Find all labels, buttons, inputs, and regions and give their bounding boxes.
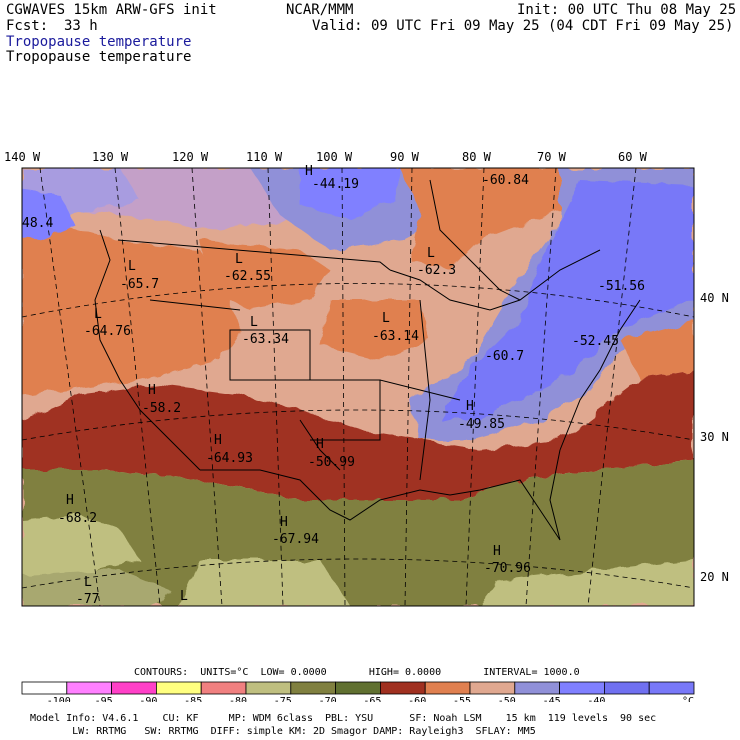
map-symbol-high: H xyxy=(214,433,222,448)
lat-label-20n: 20 N xyxy=(700,570,729,584)
lon-label-80w: 80 W xyxy=(462,150,491,164)
colorbar-tick-label: -40 xyxy=(587,696,605,702)
field-title-contour: Tropopause temperature xyxy=(6,49,192,65)
map-symbol-low: L xyxy=(94,307,102,322)
map-symbol-high: H xyxy=(280,515,288,530)
map-symbol-low: L xyxy=(84,575,92,590)
colorbar-tick-label: -90 xyxy=(139,696,157,702)
map-value: -44.19 xyxy=(312,177,359,192)
map-value: -62.55 xyxy=(224,269,271,284)
lon-label-100w: 100 W xyxy=(316,150,353,164)
colorbar-tick-label: -55 xyxy=(453,696,471,702)
colorbar-tick-label: -100 xyxy=(47,696,71,702)
map-symbol-high: H xyxy=(466,399,474,414)
lon-label-120w: 120 W xyxy=(172,150,209,164)
map-symbol-high: H xyxy=(493,544,501,559)
map-value: -67.94 xyxy=(272,532,319,547)
contours-info: CONTOURS: UNITS=°C LOW= 0.0000 HIGH= 0.0… xyxy=(134,667,580,678)
map-symbol-high: H xyxy=(316,437,324,452)
map-symbol-high: H xyxy=(305,164,313,179)
map-value: -52.45 xyxy=(572,334,619,349)
map-value: -51.56 xyxy=(598,279,645,294)
lat-label-30n: 30 N xyxy=(700,430,729,444)
colorbar-swatch xyxy=(648,681,695,695)
map-symbol-low: L xyxy=(235,252,243,267)
map-value: -77 xyxy=(76,592,100,607)
colorbar-swatch xyxy=(111,681,157,695)
colorbar-tick-label: -75 xyxy=(274,696,292,702)
colorbar-swatch xyxy=(21,681,68,695)
org-label: NCAR/MMM xyxy=(286,2,354,18)
colorbar-legend: -100 -95 -90 -85 -80 -75 -70 -65 -60 -55 -50 -45 -40… xyxy=(21,681,695,702)
colorbar-tick-label: -60 xyxy=(408,696,426,702)
colorbar-tick-label: -80 xyxy=(229,696,247,702)
colorbar-tick-label: -50 xyxy=(498,696,516,702)
lon-label-130w: 130 W xyxy=(92,150,129,164)
colorbar-unit: °C xyxy=(682,696,694,702)
map-value: -64.93 xyxy=(206,451,253,466)
colorbar-tick-label: -70 xyxy=(319,696,337,702)
map-symbol-low: L xyxy=(382,311,390,326)
colorbar-swatch xyxy=(559,681,605,695)
lon-label-60w: 60 W xyxy=(618,150,647,164)
map-value: -60.84 xyxy=(482,173,529,188)
init-time: Init: 00 UTC Thu 08 May 25 xyxy=(517,2,737,18)
colorbar-swatch xyxy=(424,681,471,695)
lon-label-90w: 90 W xyxy=(390,150,419,164)
colorbar-swatch xyxy=(245,681,292,695)
colorbar-swatch xyxy=(604,681,650,695)
map-value: -65.7 xyxy=(120,277,160,292)
colorbar-tick-label: -45 xyxy=(543,696,561,702)
forecast-label: Fcst: xyxy=(6,18,49,34)
map-value: -60.7 xyxy=(485,349,525,364)
map-value: -68.2 xyxy=(58,511,98,526)
colorbar-swatch xyxy=(155,681,202,695)
colorbar-swatch xyxy=(469,681,516,695)
map-symbol-high: H xyxy=(66,493,74,508)
lon-label-110w: 110 W xyxy=(246,150,283,164)
model-info-line2: LW: RRTMG SW: RRTMG DIFF: simple KM: 2D … xyxy=(30,726,536,737)
map-value: 48.4 xyxy=(22,216,54,231)
map-value: -63.34 xyxy=(242,332,289,347)
colorbar-swatch xyxy=(66,681,113,695)
map-value: -64.76 xyxy=(84,324,131,339)
colorbar-tick-label: -65 xyxy=(363,696,381,702)
colorbar-swatch xyxy=(200,681,247,695)
field-title-shaded: Tropopause temperature xyxy=(6,34,192,50)
lat-label-40n: 40 N xyxy=(700,291,729,305)
map-symbol-high: H xyxy=(148,383,156,398)
colorbar-swatch xyxy=(290,681,336,695)
colorbar-swatch xyxy=(514,681,560,695)
map-value: -63.14 xyxy=(372,329,419,344)
model-title: CGWAVES 15km ARW-GFS init xyxy=(6,2,217,18)
map-symbol-low: L xyxy=(128,259,136,274)
tropopause-temperature-map xyxy=(21,167,695,607)
map-value: -62.3 xyxy=(417,263,457,278)
map-value: -58.2 xyxy=(142,401,182,416)
lon-label-70w: 70 W xyxy=(537,150,566,164)
map-value: -70.96 xyxy=(484,561,531,576)
model-info-line1: Model Info: V4.6.1 CU: KF MP: WDM 6class… xyxy=(30,713,657,724)
forecast-hours: 33 h xyxy=(64,18,98,34)
map-symbol-low: L xyxy=(250,315,258,330)
map-value: -49.85 xyxy=(458,417,505,432)
lon-label-140w: 140 W xyxy=(4,150,41,164)
map-symbol-low: L xyxy=(427,246,435,261)
map-symbol-low: L xyxy=(180,589,188,604)
valid-time: Valid: 09 UTC Fri 09 May 25 (04 CDT Fri … xyxy=(312,18,734,34)
colorbar-swatch xyxy=(335,681,381,695)
colorbar-swatch xyxy=(379,681,426,695)
colorbar-tick-label: -95 xyxy=(95,696,113,702)
map-value: -50.99 xyxy=(308,455,355,470)
colorbar-tick-label: -85 xyxy=(184,696,202,702)
